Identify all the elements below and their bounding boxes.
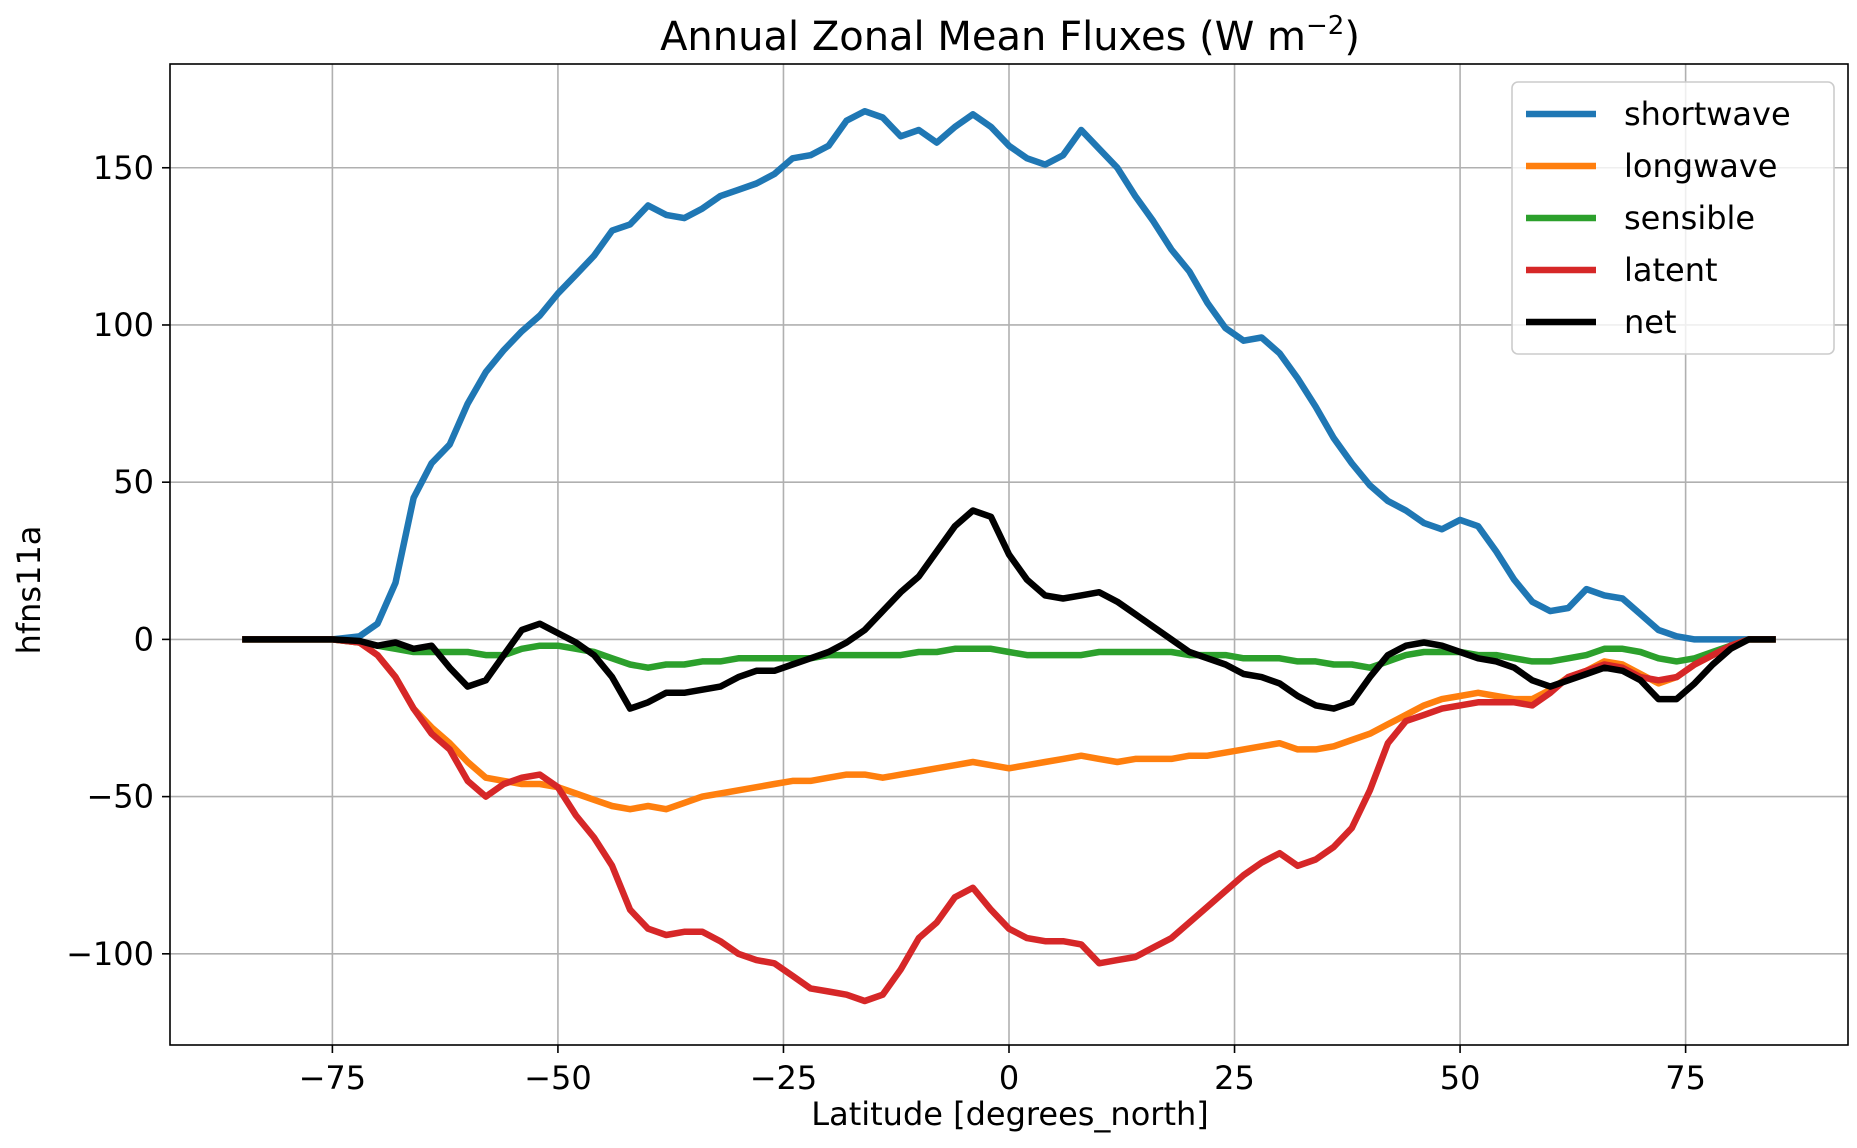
grid (170, 64, 1848, 1045)
x-axis-label: Latitude [degrees_north] (811, 1095, 1209, 1133)
chart-title-superscript: −2 (1306, 11, 1344, 41)
x-tick-label: 25 (1214, 1059, 1255, 1097)
y-tick-label: 0 (134, 620, 154, 658)
x-tick-label: 75 (1665, 1059, 1706, 1097)
chart-title-end: ) (1344, 14, 1360, 60)
legend-label-sensible: sensible (1624, 199, 1755, 237)
y-tick-label: −100 (66, 935, 154, 973)
x-tick-label: −50 (524, 1059, 592, 1097)
series-line-net (242, 507, 1776, 712)
y-tick-label: 100 (93, 306, 154, 344)
legend-label-shortwave: shortwave (1624, 95, 1791, 133)
legend-label-latent: latent (1624, 251, 1718, 289)
x-tick-label: −75 (299, 1059, 367, 1097)
series-lines (242, 107, 1776, 1005)
legend-box (1511, 81, 1835, 355)
series-line-longwave (242, 636, 1776, 813)
chart-title: Annual Zonal Mean Fluxes (W m−2) (660, 11, 1360, 60)
legend-label-net: net (1624, 303, 1677, 341)
x-tick-label: 0 (999, 1059, 1019, 1097)
series-line-latent (242, 636, 1776, 1005)
y-tick-label: −50 (86, 778, 154, 816)
series-line-shortwave (242, 107, 1776, 643)
y-tick-label: 150 (93, 149, 154, 187)
y-tick-label: 50 (113, 463, 154, 501)
legend: shortwave longwave sensible latent net (1511, 81, 1835, 355)
axis-ticks: −75 −50 −25 0 25 50 75 −100 −50 0 50 100 150 (66, 149, 1706, 1097)
x-tick-label: −25 (750, 1059, 818, 1097)
chart-title-main: Annual Zonal Mean Fluxes (W m (660, 14, 1306, 60)
y-axis-label: hfns11a (10, 526, 48, 655)
series-line-sensible (242, 636, 1776, 671)
x-tick-label: 50 (1440, 1059, 1481, 1097)
legend-label-longwave: longwave (1624, 147, 1777, 185)
